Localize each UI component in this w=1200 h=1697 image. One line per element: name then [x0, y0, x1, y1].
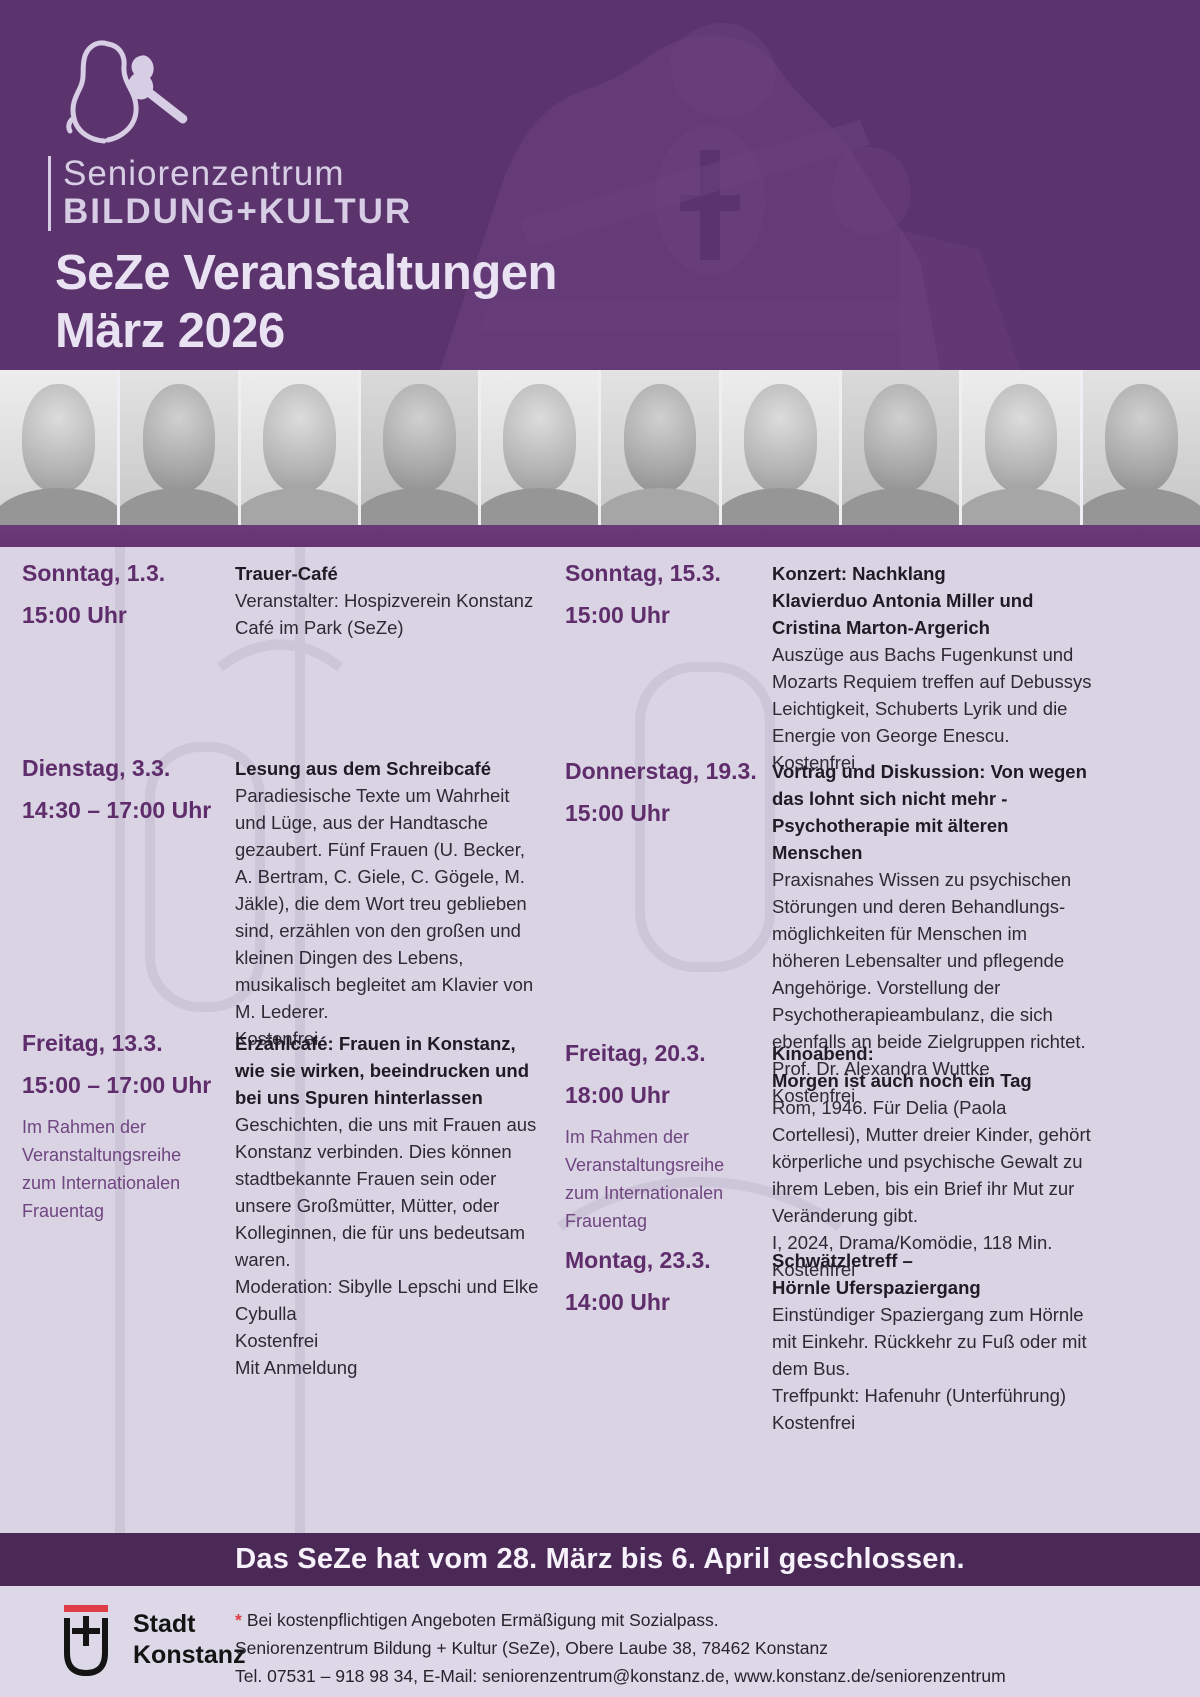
event-date: Sonntag, 1.3. — [22, 560, 166, 586]
footer-text: * Bei kostenpflichtigen Angeboten Ermäßig… — [235, 1606, 1006, 1690]
page-title: SeZe Veranstaltungen März 2026 — [55, 245, 557, 361]
event-time: 15:00 Uhr — [22, 602, 127, 628]
event-date: Dienstag, 3.3. — [22, 755, 171, 781]
portrait-photo — [240, 370, 358, 525]
footnote-asterisk: * — [235, 1610, 242, 1630]
portrait-photo — [721, 370, 840, 525]
event-erzaehlcafe: Freitag, 13.3. 15:00 – 17:00 Uhr Im Rahm… — [22, 1030, 545, 1381]
closure-banner: Das SeZe hat vom 28. März bis 6. April g… — [0, 1533, 1200, 1586]
baroque-facade-image — [440, 22, 1020, 370]
portrait-photo — [1082, 370, 1200, 525]
event-when: Sonntag, 1.3. 15:00 Uhr — [22, 560, 227, 641]
konstanz-shield-icon — [64, 1605, 108, 1677]
event-what: Vortrag und Diskussion: Von wegen das lo… — [772, 758, 1097, 1109]
event-date: Freitag, 20.3. — [565, 1040, 706, 1066]
header: Seniorenzentrum BILDUNG+KULTUR SeZe Vera… — [0, 0, 1200, 370]
event-when: Freitag, 20.3. 18:00 Uhr Im Rahmen der V… — [565, 1040, 761, 1283]
event-description: Auszüge aus Bachs Fugenkunst und Mozarts… — [772, 644, 1092, 773]
event-what: Trauer-Café Veranstalter: Hospizverein K… — [235, 560, 545, 641]
event-what: Konzert: Nachklang Klavierduo Antonia Mi… — [772, 560, 1097, 776]
event-title: Vortrag und Diskussion: Von wegen das lo… — [772, 761, 1087, 863]
event-date: Montag, 23.3. — [565, 1247, 711, 1273]
footer: Stadt Konstanz * Bei kostenpflichtigen An… — [0, 1586, 1200, 1697]
event-what: Kinoabend: Morgen ist auch noch ein Tag … — [772, 1040, 1097, 1283]
divider-band — [0, 525, 1200, 547]
portrait-photo — [601, 370, 719, 525]
portrait-photo — [481, 370, 599, 525]
event-trauer-cafe: Sonntag, 1.3. 15:00 Uhr Trauer-Café Vera… — [22, 560, 545, 641]
event-description: Rom, 1946. Für Delia (Paola Cortellesi),… — [772, 1097, 1091, 1280]
event-konzert-nachklang: Sonntag, 15.3. 15:00 Uhr Konzert: Nachkl… — [565, 560, 1097, 776]
address-line: Seniorenzentrum Bildung + Kultur (SeZe),… — [235, 1638, 828, 1658]
event-date: Sonntag, 15.3. — [565, 560, 721, 586]
event-what: Erzählcafé: Frauen in Konstanz, wie sie … — [235, 1030, 545, 1381]
portrait-photo — [962, 370, 1080, 525]
event-date: Donnerstag, 19.3. — [565, 758, 757, 784]
page-title-line1: SeZe Veranstaltungen — [55, 246, 557, 300]
event-title: Lesung aus dem Schreibcafé — [235, 758, 492, 779]
event-title: Trauer-Café — [235, 563, 338, 584]
closure-text: Das SeZe hat vom 28. März bis 6. April g… — [235, 1543, 965, 1575]
event-when: Sonntag, 15.3. 15:00 Uhr — [565, 560, 761, 776]
event-when: Montag, 23.3. 14:00 Uhr — [565, 1247, 761, 1436]
events-section: Sonntag, 1.3. 15:00 Uhr Trauer-Café Vera… — [0, 547, 1200, 1533]
event-time: 18:00 Uhr — [565, 1082, 670, 1108]
event-title: Erzählcafé: Frauen in Konstanz, wie sie … — [235, 1033, 530, 1108]
event-schwaetzletreff: Montag, 23.3. 14:00 Uhr Schwätzletreff –… — [565, 1247, 1097, 1436]
event-title: Schwätzletreff – Hörnle Uferspaziergang — [772, 1250, 981, 1298]
event-description: Praxisnahes Wissen zu psychischen Störun… — [772, 869, 1086, 1106]
event-time: 15:00 Uhr — [565, 800, 670, 826]
event-title: Konzert: Nachklang Klavierduo Antonia Mi… — [772, 563, 1034, 638]
event-time: 15:00 – 17:00 Uhr — [22, 1072, 212, 1098]
seze-logo: Seniorenzentrum BILDUNG+KULTUR — [48, 34, 413, 232]
contact-line: Tel. 07531 – 918 98 34, E-Mail: senioren… — [235, 1666, 1006, 1686]
portrait-photo — [842, 370, 960, 525]
page-title-line2: März 2026 — [55, 303, 285, 358]
portrait-photo — [120, 370, 238, 525]
event-description: Geschichten, die uns mit Frauen aus Kons… — [235, 1114, 539, 1378]
logo-org-tagline: BILDUNG+KULTUR — [63, 191, 413, 231]
event-what: Lesung aus dem Schreibcafé Paradiesische… — [235, 755, 545, 1052]
event-description: Paradiesische Texte um Wahrheit und Lüge… — [235, 785, 534, 1049]
footnote-line: * Bei kostenpflichtigen Angeboten Ermäßig… — [235, 1606, 1006, 1634]
event-time: 14:30 – 17:00 Uhr — [22, 797, 212, 823]
logo-org-name: Seniorenzentrum — [63, 154, 345, 193]
event-lesung-schreibcafe: Dienstag, 3.3. 14:30 – 17:00 Uhr Lesung … — [22, 755, 545, 1052]
stadt-konstanz-logo: Stadt Konstanz — [55, 1603, 246, 1679]
photo-strip — [0, 370, 1200, 525]
event-time: 14:00 Uhr — [565, 1289, 670, 1315]
event-when: Freitag, 13.3. 15:00 – 17:00 Uhr Im Rahm… — [22, 1030, 227, 1381]
logo-divider — [48, 156, 51, 232]
footnote-text: Bei kostenpflichtigen Angeboten Ermäßigu… — [246, 1610, 719, 1630]
logo-silhouette-icon — [66, 40, 188, 144]
event-title: Kinoabend: Morgen ist auch noch ein Tag — [772, 1043, 1032, 1091]
event-kinoabend: Freitag, 20.3. 18:00 Uhr Im Rahmen der V… — [565, 1040, 1097, 1283]
portrait-photo — [360, 370, 479, 525]
event-vortrag-psychotherapie: Donnerstag, 19.3. 15:00 Uhr Vortrag und … — [565, 758, 1097, 1109]
event-when: Dienstag, 3.3. 14:30 – 17:00 Uhr — [22, 755, 227, 1052]
city-name-line2: Konstanz — [133, 1641, 246, 1670]
event-series-note: Im Rahmen der Veranstaltungsreihe zum In… — [565, 1127, 725, 1231]
event-what: Schwätzletreff – Hörnle Uferspaziergang … — [772, 1247, 1097, 1436]
event-time: 15:00 Uhr — [565, 602, 670, 628]
event-description: Veranstalter: Hospizverein Konstanz Café… — [235, 590, 534, 638]
event-when: Donnerstag, 19.3. 15:00 Uhr — [565, 758, 761, 1109]
event-description: Einstündiger Spaziergang zum Hörnle mit … — [772, 1304, 1087, 1433]
city-name: Stadt Konstanz — [133, 1609, 246, 1672]
event-date: Freitag, 13.3. — [22, 1030, 163, 1056]
city-name-line1: Stadt — [133, 1610, 196, 1638]
portrait-photo — [0, 370, 118, 525]
event-series-note: Im Rahmen der Veranstaltungsreihe zum In… — [22, 1117, 182, 1221]
